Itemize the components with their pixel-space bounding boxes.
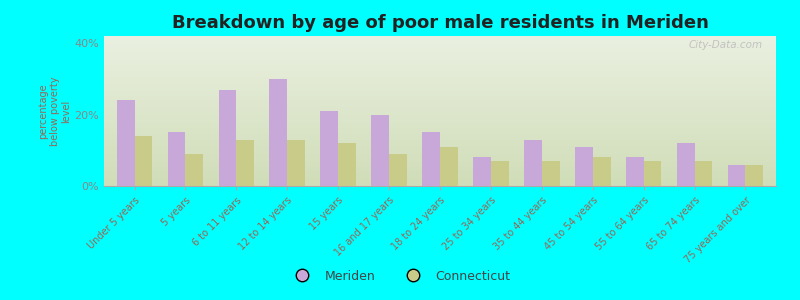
Bar xyxy=(542,161,560,186)
Bar xyxy=(287,140,305,186)
Bar xyxy=(168,132,186,186)
Y-axis label: percentage
below poverty
level: percentage below poverty level xyxy=(38,76,72,146)
Bar xyxy=(440,147,458,186)
Bar xyxy=(371,115,389,186)
Bar xyxy=(694,161,712,186)
Bar xyxy=(186,154,203,186)
Bar xyxy=(236,140,254,186)
Legend: Meriden, Connecticut: Meriden, Connecticut xyxy=(285,265,515,288)
Bar xyxy=(491,161,509,186)
Bar xyxy=(644,161,662,186)
Bar xyxy=(320,111,338,186)
Bar xyxy=(270,79,287,186)
Bar xyxy=(746,165,763,186)
Bar xyxy=(728,165,746,186)
Bar xyxy=(117,100,134,186)
Bar xyxy=(422,132,440,186)
Bar xyxy=(626,158,644,186)
Bar xyxy=(338,143,356,186)
Title: Breakdown by age of poor male residents in Meriden: Breakdown by age of poor male residents … xyxy=(171,14,709,32)
Bar xyxy=(134,136,152,186)
Bar xyxy=(473,158,491,186)
Bar xyxy=(524,140,542,186)
Text: City-Data.com: City-Data.com xyxy=(689,40,762,50)
Bar xyxy=(575,147,593,186)
Bar xyxy=(389,154,407,186)
Bar xyxy=(677,143,694,186)
Bar xyxy=(218,90,236,186)
Bar xyxy=(593,158,610,186)
